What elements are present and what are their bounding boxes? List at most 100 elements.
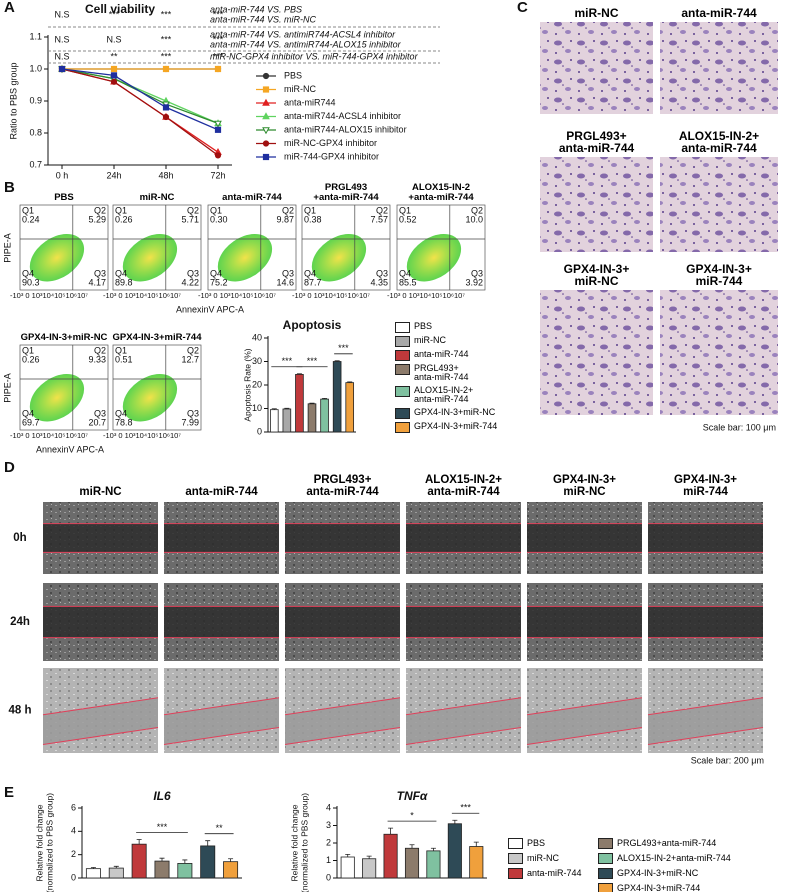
micrograph <box>660 290 778 415</box>
cell-scatter <box>217 233 273 282</box>
legend: PRGL493+anta-miR-744 ALOX15-IN-2+anta-miR… <box>598 838 731 892</box>
error-bar <box>452 819 458 824</box>
legend-item: PRGL493+anta-miR-744 <box>598 838 731 849</box>
error-bar <box>159 857 165 862</box>
wound-gap <box>406 697 521 745</box>
comparison-label: anta-miR-744 VS. miR-NC <box>210 14 317 24</box>
y-axis-label: Relative fold change <box>34 804 44 881</box>
quadrant-value: 78.8 <box>115 417 133 427</box>
legend-item: ALOX15-IN-2+anta-miR-744 <box>598 853 731 864</box>
y-tick-label: 40 <box>252 332 262 342</box>
bar <box>131 843 147 879</box>
x-tick-label: 24h <box>106 170 121 180</box>
quadrant-value: 87.7 <box>304 277 322 287</box>
quadrant-name: Q4 <box>115 268 127 278</box>
bar <box>340 856 355 879</box>
column-label: GPX4-IN-3+ miR-NC <box>553 473 616 498</box>
panel-label: B <box>4 179 15 196</box>
micrograph <box>540 290 653 415</box>
y-axis-label: (normalized to PBS group) <box>299 793 309 892</box>
bar <box>469 846 484 879</box>
plot-title: miR-NC <box>139 192 175 204</box>
quadrant-value: 0.26 <box>115 214 133 224</box>
legend-swatch <box>508 853 523 864</box>
bar <box>154 860 170 879</box>
cell-scatter <box>406 233 462 282</box>
legend-swatch <box>598 838 613 849</box>
error-bar <box>284 407 290 409</box>
significance: N.S <box>54 9 69 19</box>
wound-edge <box>647 697 764 716</box>
x-tick-labels: -10³ 0 10³10⁴10⁵10⁶10⁷ <box>103 431 181 440</box>
quadrant-name: Q3 <box>471 268 483 278</box>
legend-item: GPX4-IN-3+miR-744 <box>598 883 731 892</box>
bar <box>223 861 239 879</box>
legend-swatch <box>395 350 410 361</box>
quadrant-value: 7.57 <box>370 214 388 224</box>
quadrant-value: 4.22 <box>181 277 199 287</box>
wound-gap <box>43 697 158 745</box>
legend-item: GPX4-IN-3+miR-744 <box>395 421 497 433</box>
error-bar <box>347 381 353 383</box>
micrograph <box>660 157 778 252</box>
quadrant-name: Q3 <box>282 268 294 278</box>
legend-swatch <box>598 868 613 879</box>
quadrant-value: 20.7 <box>88 417 106 427</box>
error-bar <box>205 840 211 846</box>
column-label: GPX4-IN-3+ miR-744 <box>674 473 737 498</box>
bar <box>332 361 342 433</box>
quadrant-name: Q3 <box>376 268 388 278</box>
point <box>110 78 118 85</box>
bar <box>383 833 398 879</box>
quadrant-value: 7.99 <box>181 417 199 427</box>
legend-label: GPX4-IN-3+miR-NC <box>617 868 699 878</box>
column-label: ALOX15-IN-2+ anta-miR-744 <box>424 473 502 498</box>
quadrant-name: Q3 <box>94 408 106 418</box>
y-tick-label: 20 <box>252 379 262 389</box>
legend-label: anta-miR744 <box>284 97 336 107</box>
quadrant-name: Q1 <box>22 205 34 215</box>
chart-title: IL6 <box>153 789 171 803</box>
image-label: PRGL493+ anta-miR-744 <box>558 128 635 156</box>
legend-swatch <box>395 364 410 375</box>
legend-label: miR-744-GPX4 inhibitor <box>284 151 379 161</box>
significance: N.S <box>54 34 69 44</box>
wound-gap <box>406 523 521 553</box>
legend-label: miR-NC <box>284 84 316 94</box>
legend-swatch <box>395 385 410 397</box>
point <box>162 65 170 73</box>
quadrant-name: Q4 <box>115 408 127 418</box>
error-bar <box>182 859 188 864</box>
error-bar <box>334 360 340 362</box>
y-tick-label: 0 <box>257 426 262 436</box>
series-line <box>61 68 219 125</box>
error-bar <box>345 853 351 857</box>
wound-gap <box>527 523 642 553</box>
quadrant-name: Q3 <box>187 408 199 418</box>
quadrant-name: Q2 <box>94 205 106 215</box>
quadrant-value: 0.24 <box>22 214 40 224</box>
wound-gap <box>648 697 763 745</box>
y-axis-label: (normalized to PBS group) <box>44 793 54 892</box>
legend-marker <box>262 86 270 93</box>
wound-gap <box>285 697 400 745</box>
quadrant-name: Q1 <box>304 205 316 215</box>
bar <box>282 408 292 433</box>
quadrant-value: 5.71 <box>181 214 199 224</box>
quadrant-value: 5.29 <box>88 214 106 224</box>
y-axis-label: Relative fold change <box>289 804 299 881</box>
quadrant-name: Q3 <box>94 268 106 278</box>
x-tick-labels: -10³ 0 10³10⁴10⁵10⁶10⁷ <box>10 431 88 440</box>
x-axis-label: AnnexinV APC-A <box>36 444 104 454</box>
quadrant-value: 0.30 <box>210 214 228 224</box>
x-tick-label: 0 h <box>56 170 69 180</box>
y-axis-label: PIPE-A <box>2 233 12 263</box>
legend-label: GPX4-IN-3+miR-NC <box>414 406 496 417</box>
legend-swatch <box>395 407 410 419</box>
scale-bar: Scale bar: 100 μm <box>703 422 776 432</box>
legend-item: PBS <box>508 838 582 849</box>
error-bar <box>90 867 96 869</box>
y-tick-label: 2 <box>326 837 331 847</box>
